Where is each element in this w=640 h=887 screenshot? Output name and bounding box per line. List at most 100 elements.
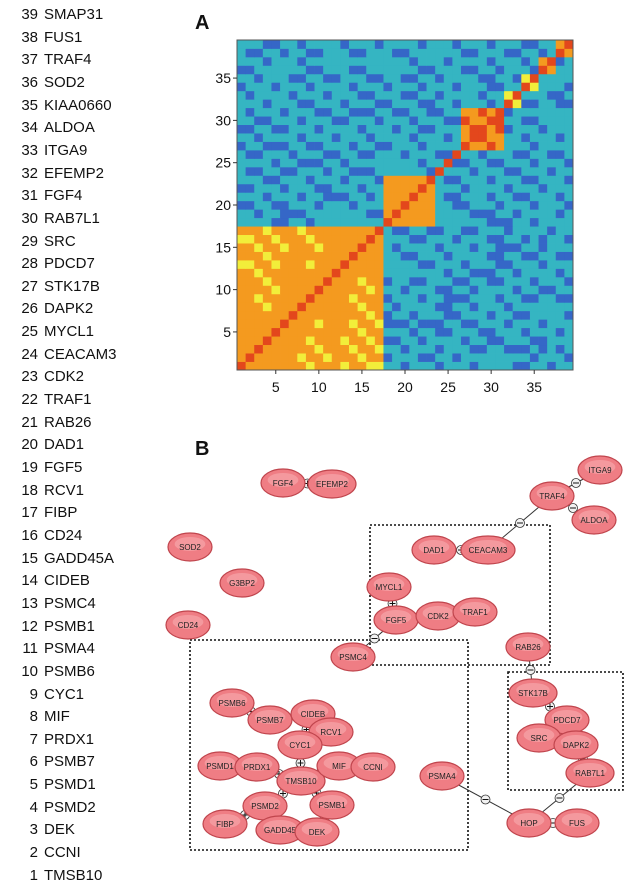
node-highlight bbox=[578, 510, 610, 524]
heatmap-cell bbox=[547, 158, 557, 168]
heatmap-cell bbox=[478, 124, 488, 134]
heatmap-cell bbox=[521, 40, 531, 49]
heatmap-cell bbox=[237, 336, 247, 346]
gene-number: 3 bbox=[29, 821, 38, 839]
heatmap-cell bbox=[374, 344, 384, 354]
heatmap-cell bbox=[435, 107, 445, 117]
gene-row: 14 CIDEB bbox=[0, 570, 90, 592]
heatmap-cell bbox=[366, 327, 376, 337]
heatmap-cell bbox=[452, 310, 462, 320]
heatmap-cell bbox=[538, 133, 548, 142]
heatmap-cell bbox=[245, 226, 255, 236]
heatmap-cell bbox=[504, 116, 514, 126]
heatmap-cell bbox=[417, 56, 427, 66]
heatmap-cell bbox=[547, 293, 557, 303]
heatmap-cell bbox=[340, 48, 350, 58]
heatmap-cell bbox=[443, 327, 453, 337]
heatmap-cell bbox=[486, 150, 496, 159]
heatmap-cell bbox=[237, 116, 247, 126]
heatmap-cell bbox=[237, 361, 247, 371]
heatmap-cell bbox=[366, 226, 376, 236]
heatmap-cell bbox=[555, 226, 565, 236]
heatmap-cell bbox=[417, 73, 427, 83]
heatmap-cell bbox=[245, 243, 255, 252]
heatmap-cell bbox=[349, 141, 359, 151]
heatmap-cell bbox=[349, 73, 359, 83]
heatmap-cell bbox=[297, 183, 307, 193]
heatmap-cell bbox=[538, 243, 548, 252]
heatmap-cell bbox=[262, 175, 272, 185]
heatmap-cell bbox=[271, 293, 281, 303]
heatmap-cell bbox=[400, 268, 410, 278]
heatmap-cell bbox=[435, 285, 445, 295]
heatmap-cell bbox=[461, 361, 471, 371]
heatmap-cell bbox=[288, 319, 298, 329]
heatmap-cell bbox=[538, 217, 548, 227]
heatmap-cell bbox=[374, 158, 384, 168]
heatmap-cell bbox=[357, 133, 367, 142]
heatmap-cell bbox=[452, 285, 462, 295]
heatmap-cell bbox=[237, 260, 247, 269]
heatmap-cell bbox=[254, 243, 264, 252]
heatmap-cell bbox=[305, 107, 315, 117]
heatmap-cell bbox=[331, 344, 341, 354]
node-dad1: DAD1 bbox=[411, 535, 457, 565]
gene-name: SOD2 bbox=[44, 73, 85, 91]
heatmap-cell bbox=[417, 82, 427, 92]
heatmap-cell bbox=[469, 141, 479, 151]
heatmap-cell bbox=[547, 90, 557, 100]
heatmap-cell bbox=[417, 268, 427, 278]
heatmap-cell bbox=[435, 56, 445, 66]
heatmap-cell bbox=[271, 90, 281, 100]
gene-name: CYC1 bbox=[44, 685, 85, 703]
heatmap-cell bbox=[486, 124, 496, 134]
heatmap-cell bbox=[504, 217, 514, 227]
heatmap-cell bbox=[366, 90, 376, 100]
heatmap-cell bbox=[521, 158, 531, 168]
node-highlight bbox=[469, 540, 507, 554]
heatmap-cell bbox=[486, 209, 496, 219]
heatmap-cell bbox=[417, 327, 427, 337]
heatmap-cell bbox=[383, 353, 393, 362]
heatmap-cell bbox=[305, 209, 315, 219]
heatmap-cell bbox=[297, 276, 307, 286]
heatmap-cell bbox=[245, 353, 255, 362]
heatmap-cell bbox=[262, 73, 272, 83]
heatmap-cell bbox=[443, 276, 453, 286]
heatmap-cell bbox=[314, 319, 324, 329]
heatmap-cell bbox=[331, 353, 341, 362]
heatmap-cell bbox=[245, 200, 255, 210]
heatmap-cell bbox=[314, 82, 324, 92]
heatmap-cell bbox=[538, 73, 548, 83]
heatmap-cell bbox=[409, 336, 419, 346]
heatmap-cell bbox=[271, 353, 281, 362]
gene-number: 38 bbox=[21, 28, 38, 46]
heatmap-cell bbox=[262, 141, 272, 151]
heatmap-cell bbox=[417, 260, 427, 269]
heatmap-cell bbox=[305, 293, 315, 303]
heatmap-cell bbox=[529, 192, 539, 202]
heatmap-cell bbox=[280, 276, 290, 286]
heatmap-cell bbox=[555, 310, 565, 320]
heatmap-cell bbox=[512, 141, 522, 151]
heatmap-cell bbox=[529, 90, 539, 100]
heatmap-cell bbox=[435, 353, 445, 362]
heatmap-cell bbox=[340, 234, 350, 244]
heatmap-cell bbox=[435, 251, 445, 261]
heatmap-cell bbox=[314, 276, 324, 286]
heatmap-cell bbox=[504, 319, 514, 329]
heatmap-cell bbox=[357, 175, 367, 185]
gene-name: FUS1 bbox=[44, 28, 83, 46]
heatmap-cell bbox=[538, 56, 548, 66]
gene-number: 1 bbox=[29, 866, 38, 884]
heatmap-cell bbox=[297, 268, 307, 278]
heatmap-cell bbox=[435, 141, 445, 151]
heatmap-cell bbox=[486, 40, 496, 49]
heatmap-cell bbox=[314, 158, 324, 168]
heatmap-cell bbox=[435, 124, 445, 134]
heatmap-cell bbox=[452, 260, 462, 269]
heatmap-cell bbox=[331, 82, 341, 92]
heatmap-cell bbox=[305, 124, 315, 134]
heatmap-cell bbox=[374, 175, 384, 185]
